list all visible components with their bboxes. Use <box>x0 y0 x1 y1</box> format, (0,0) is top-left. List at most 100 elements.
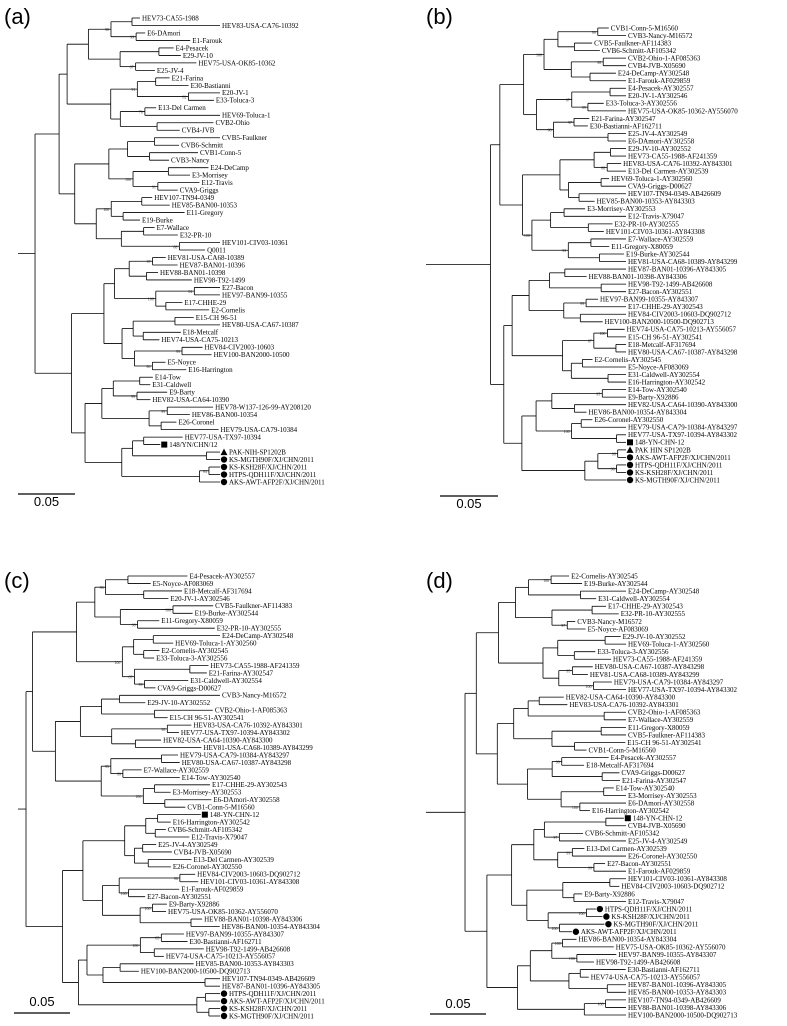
leaf-label: HEV81-USA-CA68-10389 <box>168 254 245 262</box>
bootstrap-value: 93 <box>566 850 570 855</box>
panel-c: (c) 100 98 99 98 99 96 100 100 85 93 87 95 100 100 100… <box>4 568 325 1020</box>
leaf-label: 148-YN-CHN-12 <box>633 815 683 823</box>
leaf-label: HEV97-BAN99-10355-AY843307 <box>600 296 699 304</box>
bootstrap-value: 87 <box>588 339 592 344</box>
leaf-label: HEV100-BAN2000-10500-DQ902713 <box>605 318 715 326</box>
bootstrap-value: 100 <box>599 331 605 336</box>
leaf-label: HEV87-BAN01-10396-AY843305 <box>222 983 321 991</box>
leaf-label: E11-Gregory-X80059 <box>161 617 223 625</box>
bootstrap-value: 100 <box>125 177 131 182</box>
leaf-label: E5-Noyce-AF083069 <box>588 625 649 633</box>
leaf-label: E11-Gregory <box>187 209 224 217</box>
leaf-label: HEV75-USA-OK85-10362-AY556070 <box>616 943 726 951</box>
leaf-label: E32-PR-10-AY302555 <box>217 625 282 633</box>
leaf-label: CVB3-Nancy-M16572 <box>577 618 642 626</box>
leaf-label: HEV77-USA-TX97-10394 <box>185 433 262 441</box>
leaf-label: HEV107-TN94-0349 <box>154 194 214 202</box>
scale-bar-label: 0.05 <box>29 994 54 1009</box>
leaf-label: E2-Cornelis-AY302545 <box>571 572 638 580</box>
leaf-label: E33-Toluca-3 <box>216 97 255 105</box>
bootstrap-value: 95 <box>105 764 109 769</box>
leaf-label: E24-DeCamp <box>210 164 249 172</box>
leaf-label: E31-Caldwell-AY302554 <box>598 595 670 603</box>
leaf-label: E18-Metcalf-AF317694 <box>586 762 654 770</box>
leaf-label: E13-Del Carmen <box>158 104 206 112</box>
leaf-label: HEV75-USA-OK85-10362-AY556070 <box>168 908 278 916</box>
leaf-label: E27-Bacon <box>222 284 254 292</box>
leaf-label: E5-Noyce-AF083069 <box>153 580 214 588</box>
leaf-label: E16-Harrington-AY302542 <box>173 819 251 827</box>
leaf-label: E2-Cornelis <box>211 306 245 314</box>
leaf-label: E25-JV-4 <box>157 67 184 75</box>
leaf-label: E17-CHHE-29-AY302543 <box>628 303 703 311</box>
leaf-label: AKS-AWT-AFP2F/XJ/CHN/2011 <box>635 454 731 462</box>
leaf-label: E24-DeCamp-AY302548 <box>222 632 294 640</box>
circle-marker-icon <box>626 476 634 484</box>
leaf-label: HEV69-Toluca-1 <box>222 112 271 120</box>
leaf-label: CVB2-Ohio-1-AF085363 <box>628 55 701 63</box>
leaf-label: E1-Farouk <box>192 37 222 45</box>
bootstrap-value: 98 <box>105 27 109 32</box>
bootstrap-value: 99 <box>131 394 135 399</box>
leaf-label: HEV87-BAN01-10396 <box>180 261 246 269</box>
leaf-label: Q0011 <box>207 246 226 254</box>
leaf-label: E2-Cornelis-AY302545 <box>594 356 661 364</box>
circle-marker-icon <box>220 456 228 463</box>
leaf-label: E17-CHHE-29-AY302543 <box>608 603 683 611</box>
leaf-label: CVB1-Conn-5-M16560 <box>611 24 679 32</box>
leaf-label: HEV69-Toluca-1-AY302560 <box>175 640 257 648</box>
leaf-label: E3-Morrisey-AY302553 <box>587 205 656 213</box>
leaf-label: E32-PR-10-AY302555 <box>615 220 680 228</box>
bootstrap-value: 100 <box>114 660 120 665</box>
leaf-label: HEV74-USA-CA75-10213-AY556057 <box>591 974 701 982</box>
leaf-label: KS-KSH28F/XJ/CHN/2011 <box>635 469 714 477</box>
leaf-label: E30-Bastianni-AF162711 <box>190 938 263 946</box>
circle-marker-icon <box>626 461 634 469</box>
leaf-label: E18-Metcalf-AF317694 <box>628 341 696 349</box>
bootstrap-value: 100 <box>135 794 141 799</box>
bootstrap-value: 88 <box>173 244 177 249</box>
leaf-label: E12-Travis-X79047 <box>628 213 685 221</box>
leaf-label: HEV81-USA-CA68-10389-AY843299 <box>590 671 700 679</box>
bootstrap-value: 100 <box>524 233 530 238</box>
leaf-label: E15-CH 96-51-AY302541 <box>627 739 702 747</box>
leaf-label: HEV73-CA55-1988-AF241359 <box>613 656 703 664</box>
leaf-label: CVB3-Nancy-M16572 <box>222 692 287 700</box>
leaf-label: CVB6-Schmitt-AF105342 <box>168 826 243 834</box>
leaf-label: CVA9-Griggs-D00627 <box>628 183 692 191</box>
panel-a: (a) 99 87 82 76 91 88 97 84 99 96 99 99 93 98 91 100 100… <box>4 4 325 509</box>
leaf-label: HEV86-BAN00-10354 <box>192 411 258 419</box>
leaf-label: E21-Farina <box>172 74 204 82</box>
circle-marker-icon <box>626 454 634 461</box>
leaf-label: HEV69-Toluca-1-AY302560 <box>628 641 710 649</box>
circle-marker-icon <box>572 928 580 935</box>
circle-marker-icon <box>603 913 610 920</box>
leaf-label: 148-YN-CHN-12 <box>635 439 685 447</box>
leaf-label: E4-Pesacek-AY302557 <box>611 754 677 762</box>
leaf-label: HEV73-CA55-1988-AF241359 <box>628 152 718 160</box>
bootstrap-value: 100 <box>148 297 154 302</box>
leaf-label: E26-Coronel-AY302550 <box>628 852 697 860</box>
circle-marker-icon <box>220 997 228 1005</box>
bootstrap-value: 100 <box>585 684 591 689</box>
leaf-label: E20-JV-1-AY302546 <box>628 92 688 100</box>
leaf-label: E30-Bastianni <box>191 82 231 90</box>
leaf-label: HEV84-CIV2003-10603 <box>205 344 275 352</box>
leaf-label: HEV69-Toluca-1-AY302560 <box>611 175 693 183</box>
panel-b: (b) 99 98 99 97 88 99 100 95 98 96 97 98 93 87 100 100 1… <box>426 4 738 511</box>
leaf-label: CVB5-Faulkner-AF114383 <box>594 39 671 47</box>
leaf-label: HEV98-T92-1499 <box>194 276 246 284</box>
leaf-label: CVB1-Conn-5-M16560 <box>187 804 255 812</box>
leaf-label: E33-Toluca-3-AY302556 <box>597 648 669 656</box>
bootstrap-value: 100 <box>572 805 578 810</box>
leaf-label: E32-PR-10-AY302555 <box>621 610 686 618</box>
bootstrap-value: 82 <box>182 95 186 100</box>
square-marker-icon <box>161 441 168 448</box>
bootstrap-value: 97 <box>147 259 151 264</box>
bootstrap-value: 99 <box>580 301 584 306</box>
leaf-label: HEV107-TN94-0349-AB426609 <box>628 996 721 1004</box>
leaf-label: E18-Metcalf-AF317694 <box>184 587 252 595</box>
leaf-label: HEV82-USA-CA64-10390-AY843300 <box>628 401 738 409</box>
leaf-label: E2-Cornelis-AY302545 <box>161 647 228 655</box>
